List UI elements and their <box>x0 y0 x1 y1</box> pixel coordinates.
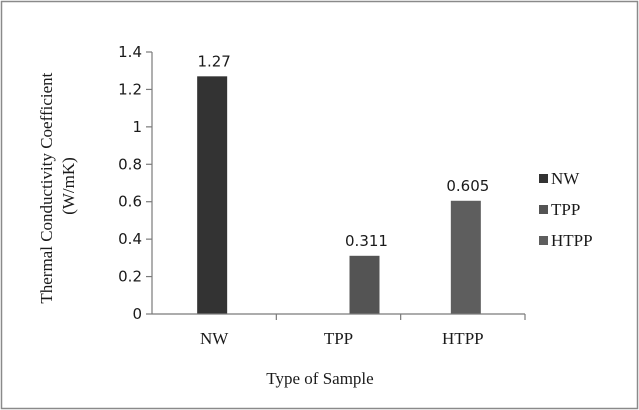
y-tick-label: 0.8 <box>118 155 142 173</box>
legend-label-nw: NW <box>551 169 580 188</box>
y-axis-ticks: 0 0.2 0.4 0.6 0.8 1 1.2 1.4 <box>118 43 152 323</box>
y-tick-label: 0 <box>132 305 142 323</box>
y-tick-label: 0.2 <box>118 268 142 286</box>
legend: NW TPP HTPP <box>539 169 593 250</box>
x-category-label-nw: NW <box>200 329 229 348</box>
x-axis-title: Type of Sample <box>266 369 373 388</box>
legend-swatch-htpp <box>539 236 548 245</box>
y-tick-label: 1.4 <box>118 43 142 61</box>
data-label-tpp: 0.311 <box>345 232 388 250</box>
bar-tpp <box>349 255 380 314</box>
x-axis-category-labels: NW TPP HTPP <box>200 314 526 348</box>
x-category-label-tpp: TPP <box>324 329 353 348</box>
bars-group <box>197 76 481 314</box>
y-axis-title-line-1: Thermal Conductivity Coefficient <box>37 72 56 303</box>
data-labels-group: 1.27 0.311 0.605 <box>197 52 489 249</box>
y-tick-label: 1 <box>132 118 142 136</box>
data-label-htpp: 0.605 <box>446 177 489 195</box>
y-axis-title-line-2: (W/mK) <box>59 157 78 215</box>
bar-nw <box>197 76 228 314</box>
y-tick-label: 0.4 <box>118 230 142 248</box>
x-category-label-htpp: HTPP <box>442 329 484 348</box>
legend-label-htpp: HTPP <box>551 231 593 250</box>
bar-htpp <box>450 200 481 314</box>
legend-swatch-nw <box>539 174 548 183</box>
legend-swatch-tpp <box>539 205 548 214</box>
y-tick-label: 0.6 <box>118 193 142 211</box>
y-tick-label: 1.2 <box>118 80 142 98</box>
data-label-nw: 1.27 <box>197 52 230 70</box>
legend-label-tpp: TPP <box>551 200 580 219</box>
y-axis-title: Thermal Conductivity Coefficient (W/mK) <box>37 68 78 303</box>
